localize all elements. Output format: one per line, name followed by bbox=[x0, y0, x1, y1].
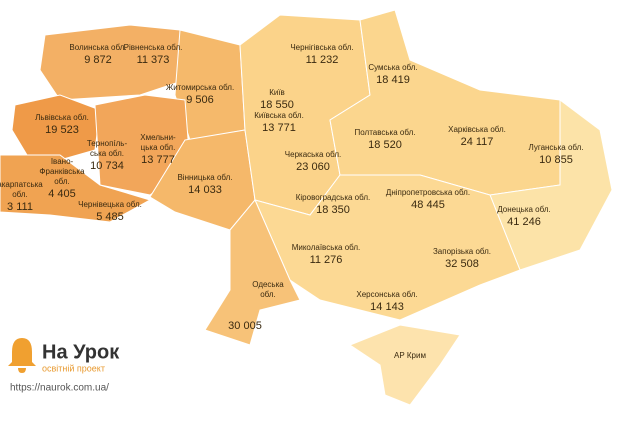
region-name: Полтавська обл. bbox=[355, 128, 416, 137]
region-value: 18 419 bbox=[376, 74, 410, 86]
region-value: 18 350 bbox=[316, 204, 350, 216]
region-value: 23 060 bbox=[296, 161, 330, 173]
region-value: 3 111 bbox=[7, 201, 33, 213]
region-value: 11 232 bbox=[306, 54, 339, 66]
region-name: Львівська обл. bbox=[35, 113, 89, 122]
region-value: 9 872 bbox=[84, 54, 112, 66]
logo-bell bbox=[8, 338, 36, 373]
region-name: Житомирська обл. bbox=[166, 83, 234, 92]
region-name: Київська обл. bbox=[254, 111, 304, 120]
regions-shapes bbox=[0, 9, 613, 406]
region-name: Хмельни- bbox=[140, 133, 176, 142]
region-name: Одеська bbox=[252, 280, 284, 289]
logo-url: https://naurok.com.ua/ bbox=[10, 383, 109, 394]
region-shape bbox=[348, 324, 461, 406]
region-value: 41 246 bbox=[507, 216, 541, 228]
region-value: 24 117 bbox=[461, 136, 494, 148]
region-name: Кіровоградська обл. bbox=[296, 193, 371, 202]
region-name: АР Крим bbox=[394, 351, 426, 360]
region-name: Черкаська обл. bbox=[285, 150, 341, 159]
region-shape bbox=[329, 9, 586, 196]
region-value: 13 777 bbox=[141, 154, 175, 166]
region-value: 14 033 bbox=[188, 184, 222, 196]
region-name: Івано- bbox=[51, 157, 74, 166]
region-name: ська обл. bbox=[90, 149, 124, 158]
region-name: Франківська bbox=[39, 167, 85, 176]
logo-name: На Урок bbox=[42, 341, 120, 363]
region-name: Вінницька обл. bbox=[177, 173, 232, 182]
region-value: 18 520 bbox=[368, 139, 402, 151]
region-value: 10 855 bbox=[539, 154, 573, 166]
region-shape bbox=[254, 174, 521, 321]
logo-tagline: освітній проект bbox=[42, 363, 105, 373]
region-name: Донецька обл. bbox=[497, 205, 550, 214]
region-value: 32 508 bbox=[445, 258, 479, 270]
region-name: обл. bbox=[260, 290, 276, 299]
region-name: Дніпропетровська обл. bbox=[386, 188, 470, 197]
region-value: 19 523 bbox=[45, 124, 79, 136]
region-value: 18 550 bbox=[260, 99, 294, 111]
region-name: Запорізька обл. bbox=[433, 247, 491, 256]
region-shape bbox=[0, 154, 152, 223]
region-value: 10 734 bbox=[90, 160, 124, 172]
region-name: Чернівецька обл. bbox=[78, 200, 142, 209]
region-name: цька обл. bbox=[141, 143, 176, 152]
region-shape bbox=[11, 94, 101, 161]
logo[interactable]: На Урок освітній проект https://naurok.c… bbox=[8, 338, 120, 394]
region-name: Київ bbox=[269, 88, 285, 97]
region-name: обл. bbox=[12, 190, 28, 199]
region-value: 48 445 bbox=[411, 199, 445, 211]
region-shape bbox=[39, 24, 186, 101]
region-shape bbox=[489, 99, 613, 271]
region-value: 9 506 bbox=[186, 94, 214, 106]
region-name: Рівненська обл. bbox=[124, 43, 183, 52]
region-name: Волинська обл. bbox=[69, 43, 126, 52]
region-name: акарпатська bbox=[0, 180, 43, 189]
region-value: 13 771 bbox=[262, 122, 296, 134]
region-name: обл. bbox=[54, 177, 70, 186]
region-name: Луганська обл. bbox=[528, 143, 583, 152]
region-name: Сумська обл. bbox=[368, 63, 417, 72]
region-value: 5 485 bbox=[96, 211, 124, 223]
region-name: Харківська обл. bbox=[448, 125, 506, 134]
region-value: 4 405 bbox=[48, 188, 76, 200]
region-name: Херсонська обл. bbox=[356, 290, 417, 299]
region-value: 14 143 bbox=[370, 301, 404, 313]
region-name: Миколаївська обл. bbox=[292, 243, 361, 252]
region-value: 30 005 bbox=[228, 320, 262, 332]
region-name: Тернопíль- bbox=[87, 139, 128, 148]
region-value: 11 276 bbox=[310, 254, 343, 266]
region-name: Чернігівська обл. bbox=[290, 43, 353, 52]
region-shape bbox=[204, 199, 301, 346]
region-value: 11 373 bbox=[137, 54, 170, 66]
